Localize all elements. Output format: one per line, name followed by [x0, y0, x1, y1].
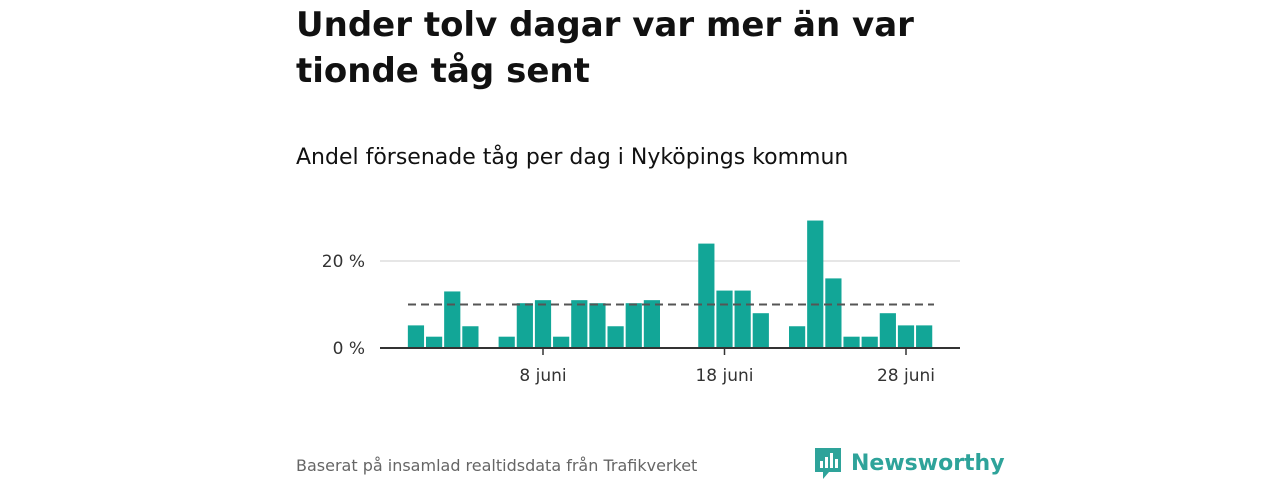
bar [825, 278, 842, 348]
newsworthy-logo-icon [815, 448, 841, 479]
bars [407, 220, 933, 348]
axes: 0 % 20 % 8 juni 18 juni 28 juni [322, 252, 960, 386]
source-note: Baserat på insamlad realtidsdata från Tr… [296, 456, 698, 475]
bar [807, 220, 824, 348]
x-tick-label: 18 juni [695, 366, 753, 386]
chart-title: Under tolv dagar var mer än var tionde t… [296, 5, 914, 91]
bar [553, 336, 570, 348]
bar [734, 290, 751, 348]
bar [643, 300, 660, 348]
newsworthy-logo: Newsworthy [813, 446, 1005, 480]
y-tick-label: 0 % [333, 339, 365, 359]
bar [716, 290, 733, 348]
bar [625, 303, 642, 348]
x-tick-label: 28 juni [877, 366, 935, 386]
bar [752, 313, 769, 348]
logo-text: Newsworthy [851, 450, 1005, 476]
bar [861, 336, 878, 348]
bar [498, 336, 515, 348]
bar [789, 326, 806, 348]
bar [462, 326, 479, 348]
x-tick-label: 8 juni [519, 366, 566, 386]
bar [534, 300, 552, 348]
bar [444, 291, 461, 348]
y-tick-label: 20 % [322, 252, 365, 272]
bar [698, 243, 715, 348]
bar [916, 325, 933, 348]
bar [897, 325, 915, 348]
bar [571, 300, 588, 348]
bar [589, 303, 606, 348]
bar [426, 336, 443, 348]
bar [516, 303, 533, 348]
bar [879, 313, 896, 348]
bar [843, 336, 860, 348]
chart-subtitle: Andel försenade tåg per dag i Nyköpings … [296, 145, 849, 170]
bar [607, 326, 624, 348]
bar [407, 325, 425, 348]
bar-chart: 0 % 20 % 8 juni 18 juni 28 juni [322, 220, 960, 386]
